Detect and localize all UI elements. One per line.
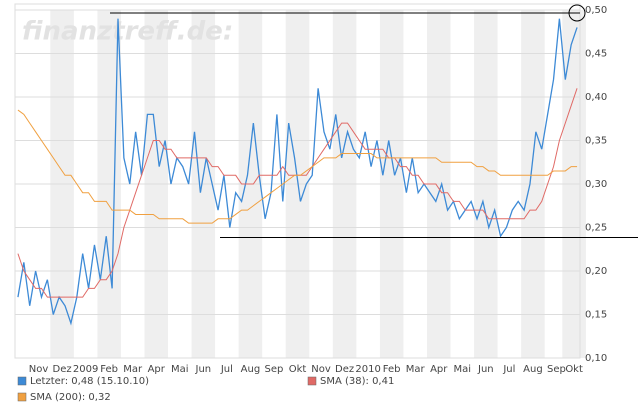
- x-tick-label: Jun: [195, 364, 212, 375]
- x-tick-label: Apr: [148, 364, 166, 375]
- y-tick-label: 0,15: [585, 310, 607, 321]
- x-tick-label: Nov: [311, 364, 331, 375]
- legend-swatch: [307, 376, 317, 386]
- x-tick-label: Aug: [241, 364, 261, 375]
- x-tick-label: Aug: [523, 364, 543, 375]
- x-tick-label: Feb: [100, 364, 118, 375]
- y-tick-label: 0,30: [585, 179, 607, 190]
- x-tick-label: 2010: [355, 364, 380, 375]
- y-tick-label: 0,25: [585, 223, 607, 234]
- x-tick-label: Okt: [289, 364, 307, 375]
- labels: Nov Dez 2009 Feb Mar Apr Mai Jun Jul Aug Sep Okt Nov…: [17, 5, 607, 403]
- grid: [14, 3, 581, 359]
- x-tick-label: Mai: [454, 364, 472, 375]
- series-line: [17, 18, 578, 326]
- x-tick-label: Jun: [477, 364, 494, 375]
- x-tick-label: Feb: [383, 364, 401, 375]
- x-tick-label: Mai: [171, 364, 189, 375]
- x-tick-label: Okt: [565, 364, 583, 375]
- x-tick-label: Jul: [502, 364, 515, 375]
- y-tick-label: 0,35: [585, 136, 607, 147]
- series-lines: [17, 18, 578, 326]
- x-tick-label: Mar: [123, 364, 143, 375]
- x-tick-label: Apr: [430, 364, 448, 375]
- x-tick-label: Dez: [335, 364, 354, 375]
- x-tick-label: Dez: [53, 364, 72, 375]
- y-tick-label: 0,40: [585, 92, 607, 103]
- legend-swatch: [17, 376, 27, 386]
- y-tick-label: 0,50: [585, 5, 607, 16]
- legend-label: SMA (200): 0,32: [30, 392, 111, 403]
- x-tick-label: Mar: [406, 364, 426, 375]
- x-tick-label: Nov: [29, 364, 49, 375]
- x-tick-label: Sep: [265, 364, 284, 375]
- last-marker: [568, 4, 586, 22]
- y-tick-label: 0,20: [585, 266, 607, 277]
- y-tick-label: 0,45: [585, 49, 607, 60]
- x-tick-label: Jul: [220, 364, 233, 375]
- watermark: finanztreff.de:: [22, 17, 233, 47]
- y-tick-label: 0,10: [585, 353, 607, 364]
- series-line: [17, 109, 578, 224]
- x-tick-label: Sep: [547, 364, 566, 375]
- x-tick-label: 2009: [73, 364, 98, 375]
- legend-label: SMA (38): 0,41: [320, 376, 394, 387]
- legend-swatch: [17, 392, 27, 402]
- legend-label: Letzter: 0,48 (15.10.10): [30, 376, 149, 387]
